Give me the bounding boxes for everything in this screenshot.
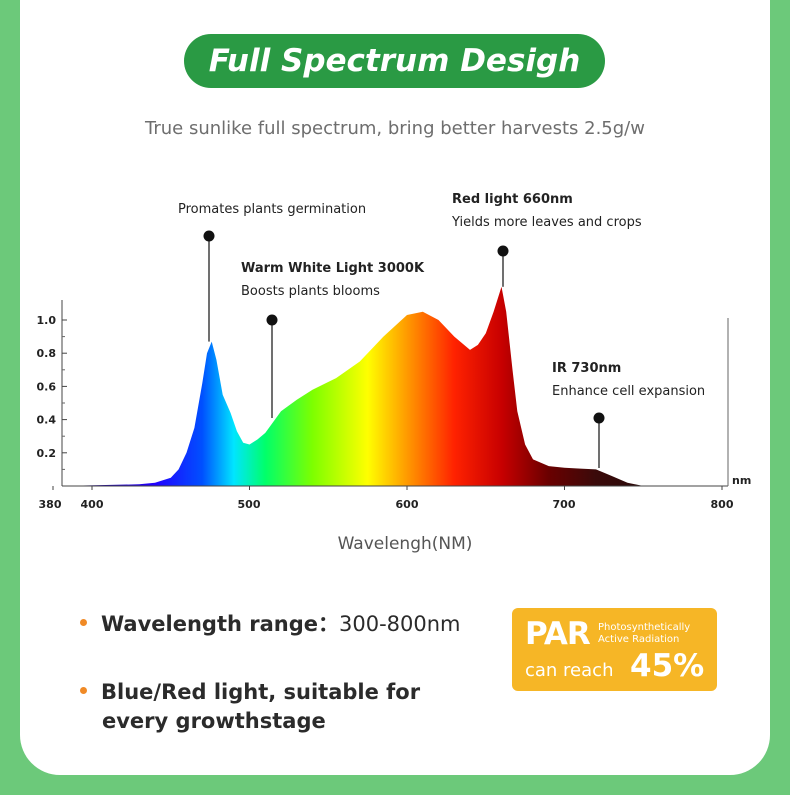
x-axis-title: Wavelengh(NM)	[338, 534, 473, 554]
par-reach-label: can reach	[525, 660, 614, 681]
y-tick-label: 0.4	[37, 414, 57, 427]
par-percent: 45%	[630, 648, 705, 684]
annotation-title: Warm White Light 3000K	[241, 261, 425, 276]
x-tick-label: 600	[396, 498, 419, 511]
page-title: Full Spectrum Desigh	[184, 34, 605, 88]
x-tick-label: 380	[39, 498, 62, 511]
annotation-marker	[266, 314, 278, 326]
y-tick-label: 0.8	[37, 347, 57, 360]
x-tick-label: 400	[81, 498, 104, 511]
bullet-dot	[80, 618, 87, 626]
par-desc-line-1: Photosynthetically	[598, 622, 691, 633]
spectrum-area	[60, 286, 644, 486]
content-card: Full Spectrum Desigh True sunlike full s…	[20, 0, 770, 775]
annotation-marker	[593, 412, 605, 424]
feature-value: 300-800nm	[339, 612, 461, 636]
chart-layer: 0.2 0.4 0.6 0.8 1.0 380 400 500 600 700 800 nm Wavel…	[37, 192, 752, 554]
bullet-dot	[80, 686, 87, 694]
feature-wavelength-range: Wavelength range：300-800nm	[80, 608, 461, 638]
y-tick-label: 1.0	[37, 314, 57, 327]
feature-line-1: Blue/Red light, suitable for	[101, 680, 421, 704]
x-unit-label: nm	[732, 474, 751, 487]
y-tick-label: 0.6	[37, 380, 57, 393]
annotation-text: Yields more leaves and crops	[451, 215, 642, 230]
y-tick-label: 0.2	[37, 447, 57, 460]
page-subtitle: True sunlike full spectrum, bring better…	[145, 118, 645, 139]
annotation-text: Enhance cell expansion	[552, 384, 705, 399]
spectrum-chart: 0.2 0.4 0.6 0.8 1.0 380 400 500 600 700 800 nm Wavel…	[37, 192, 752, 554]
par-name: PAR	[525, 616, 591, 652]
feature-label: Wavelength range：	[101, 612, 339, 636]
annotation-marker	[203, 230, 215, 242]
annotation-marker	[497, 245, 509, 257]
x-tick-label: 500	[238, 498, 261, 511]
annotation-title: Red light 660nm	[452, 192, 573, 207]
par-badge: PAR Photosynthetically Active Radiation c…	[512, 608, 717, 691]
x-tick-label: 800	[711, 498, 734, 511]
annotation-text: Promates plants germination	[178, 202, 366, 217]
feature-blue-red-light: Blue/Red light, suitable for every growt…	[80, 678, 420, 736]
annotation-title: IR 730nm	[552, 361, 621, 376]
par-description: Photosynthetically Active Radiation	[598, 622, 690, 646]
feature-line-2: every growthstage	[102, 709, 326, 733]
x-tick-label: 700	[553, 498, 576, 511]
par-desc-line-2: Active Radiation	[598, 634, 680, 645]
annotation-text: Boosts plants blooms	[241, 284, 380, 299]
